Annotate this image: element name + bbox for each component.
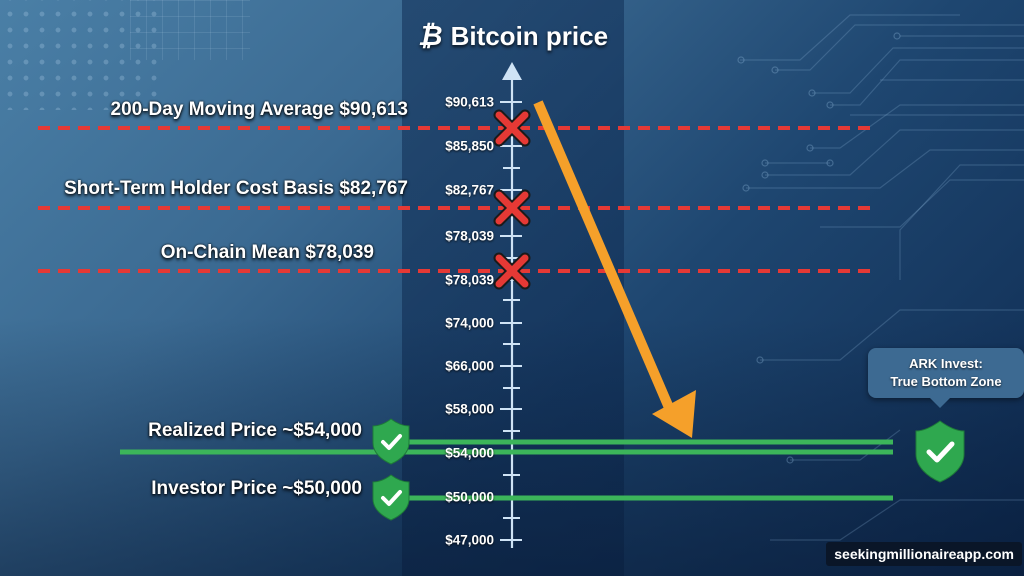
tick-label: $54,000 xyxy=(445,445,494,461)
tick-label: $58,000 xyxy=(445,401,494,417)
chart-title-text: Bitcoin price xyxy=(450,20,609,51)
tick-label: $78,039 xyxy=(445,228,494,244)
x-mark-icon xyxy=(493,189,531,227)
label-realized-price: Realized Price ~$54,000 xyxy=(148,420,362,441)
callout-line-2: True Bottom Zone xyxy=(890,374,1002,389)
tick-label: $90,613 xyxy=(445,94,494,110)
axis-arrow-icon xyxy=(502,62,522,80)
ark-invest-callout: ARK Invest: True Bottom Zone xyxy=(868,348,1024,408)
tick-label: $74,000 xyxy=(445,315,494,331)
x-mark-icon xyxy=(493,252,531,290)
bitcoin-icon: ₿ xyxy=(418,20,443,51)
callout-shield-check-icon xyxy=(915,420,965,483)
resistance-lines xyxy=(38,126,878,273)
callout-line-1: ARK Invest: xyxy=(909,356,983,371)
tick-label: $47,000 xyxy=(445,532,494,548)
shield-check-icon xyxy=(372,418,410,465)
label-investor-price: Investor Price ~$50,000 xyxy=(151,478,362,499)
label-200dma: 200-Day Moving Average $90,613 xyxy=(110,99,408,120)
background-dot-pattern xyxy=(0,0,160,110)
tick-label: $66,000 xyxy=(445,358,494,374)
x-mark-icon xyxy=(493,109,531,147)
support-lines xyxy=(120,439,893,501)
label-sth-cost-basis: Short-Term Holder Cost Basis $82,767 xyxy=(64,178,408,199)
chart-title: ₿ Bitcoin price xyxy=(418,20,608,52)
shield-check-icon xyxy=(372,474,410,521)
tick-label: $78,039 xyxy=(445,272,494,288)
tick-label: $50,000 xyxy=(445,489,494,505)
downtrend-arrow-icon xyxy=(533,100,696,438)
watermark: seekingmillionaireapp.com xyxy=(826,542,1022,566)
label-onchain-mean: On-Chain Mean $78,039 xyxy=(160,242,374,263)
background-grid-pattern xyxy=(130,0,250,60)
tick-label: $82,767 xyxy=(445,182,494,198)
tick-label: $85,850 xyxy=(445,138,494,154)
